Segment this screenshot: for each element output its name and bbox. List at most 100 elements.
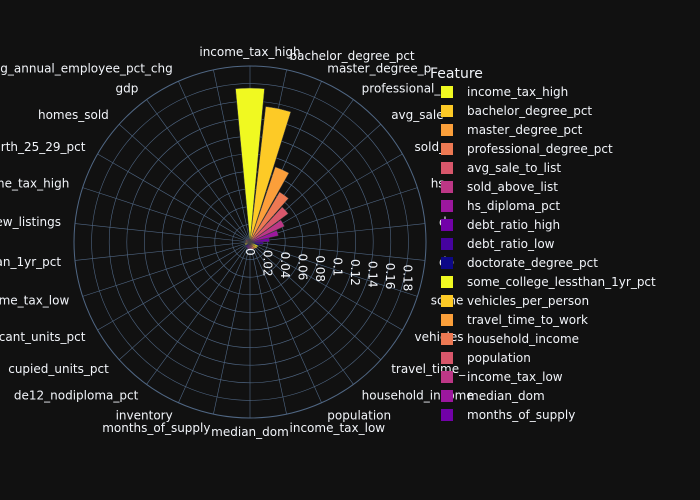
angular-label: 62_avg_annual_employee_pct_chg bbox=[0, 61, 173, 75]
bar-2762_avg_annual_employee_pct_chg[interactable] bbox=[248, 238, 251, 243]
legend-item-debt_ratio_high[interactable]: debt_ratio_high bbox=[441, 218, 560, 232]
legend-item-hs_diploma_pct[interactable]: hs_diploma_pct bbox=[441, 199, 560, 213]
legend-label: master_degree_pct bbox=[467, 123, 583, 137]
angular-label: de12_nodiploma_pct bbox=[14, 389, 139, 403]
legend-label: avg_sale_to_list bbox=[467, 161, 561, 175]
angular-label: master_degree_p bbox=[327, 61, 431, 75]
bar-debt_ratio_high[interactable] bbox=[249, 237, 270, 243]
angular-label: new_listings bbox=[0, 215, 61, 229]
bar-occupied_units_pct[interactable] bbox=[244, 241, 251, 245]
legend-swatch bbox=[441, 295, 453, 307]
legend-label: median_dom bbox=[467, 389, 545, 403]
legend-item-sold_above_list[interactable]: sold_above_list bbox=[441, 180, 558, 194]
angular-label: ncome_tax_high bbox=[0, 176, 69, 190]
legend-swatch bbox=[441, 124, 453, 136]
angular-label: cant_units_pct bbox=[0, 330, 86, 344]
legend-label: sold_above_list bbox=[467, 180, 558, 194]
bar-income_tax_high[interactable] bbox=[235, 87, 265, 243]
angular-gridline bbox=[119, 241, 251, 360]
angular-gridline bbox=[74, 241, 251, 261]
angular-gridline bbox=[249, 241, 426, 261]
legend-label: income_tax_high bbox=[467, 85, 568, 99]
radial-tick-label: 0.14 bbox=[366, 261, 380, 288]
angular-gridline bbox=[213, 69, 251, 243]
radial-axis: 0 0.02 0.04 0.06 0.08 0.1 0.12 0.14 0.16 0.18 bbox=[243, 248, 415, 291]
angular-label: professional_ bbox=[362, 81, 442, 95]
bar-master_degree_pct[interactable] bbox=[249, 166, 290, 243]
legend-label: debt_ratio_low bbox=[467, 237, 555, 251]
legend-item-some_college_lessthan_1yr_pct[interactable]: some_college_lessthan_1yr_pct bbox=[441, 275, 656, 289]
legend-swatch bbox=[441, 162, 453, 174]
bar-household_income[interactable] bbox=[249, 241, 255, 250]
legend-item-bachelor_degree_pct[interactable]: bachelor_degree_pct bbox=[441, 104, 592, 118]
legend[interactable]: Feature income_tax_high bachelor_degree_p… bbox=[430, 66, 656, 422]
angular-gridline bbox=[249, 241, 418, 297]
legend-label: hs_diploma_pct bbox=[467, 199, 560, 213]
legend-label: debt_ratio_high bbox=[467, 218, 560, 232]
angular-label: sold_ bbox=[415, 140, 447, 154]
legend-title: Feature bbox=[430, 66, 483, 82]
legend-item-doctorate_degree_pct[interactable]: doctorate_degree_pct bbox=[441, 256, 598, 270]
bar-vehicles_per_person[interactable] bbox=[249, 241, 258, 249]
legend-label: some_college_lessthan_1yr_pct bbox=[467, 275, 656, 289]
legend-swatch bbox=[441, 181, 453, 193]
radial-tick-label: 0.1 bbox=[331, 257, 345, 276]
radial-tick-label: 0.16 bbox=[383, 263, 397, 290]
legend-item-household_income[interactable]: household_income bbox=[441, 332, 579, 346]
legend-swatch bbox=[441, 105, 453, 117]
legend-item-income_tax_high[interactable]: income_tax_high bbox=[441, 85, 568, 99]
angular-label: gdp bbox=[115, 81, 138, 95]
angular-label: income_tax_high bbox=[199, 45, 300, 59]
angular-label: cupied_units_pct bbox=[8, 362, 109, 376]
angular-label: avg_sale bbox=[391, 108, 443, 122]
legend-label: months_of_supply bbox=[467, 408, 575, 422]
legend-item-months_of_supply[interactable]: months_of_supply bbox=[441, 408, 575, 422]
angular-gridline bbox=[97, 241, 251, 331]
legend-item-avg_sale_to_list[interactable]: avg_sale_to_list bbox=[441, 161, 561, 175]
legend-swatch bbox=[441, 371, 453, 383]
angular-gridline bbox=[74, 223, 251, 243]
legend-swatch bbox=[441, 86, 453, 98]
angular-label: than_1yr_pct bbox=[0, 255, 61, 269]
angular-gridline bbox=[249, 241, 287, 415]
angular-label: population bbox=[327, 409, 391, 423]
legend-item-debt_ratio_low[interactable]: debt_ratio_low bbox=[441, 237, 555, 251]
legend-item-income_tax_low[interactable]: income_tax_low bbox=[441, 370, 563, 384]
legend-item-professional_degree_pct[interactable]: professional_degree_pct bbox=[441, 142, 613, 156]
legend-label: bachelor_degree_pct bbox=[467, 104, 592, 118]
legend-item-master_degree_pct[interactable]: master_degree_pct bbox=[441, 123, 583, 137]
angular-label: bachelor_degree_pct bbox=[290, 49, 415, 63]
radial-tick-label: 0.06 bbox=[296, 254, 310, 281]
radial-tick-label: 0.04 bbox=[278, 252, 292, 279]
angular-gridline bbox=[249, 241, 322, 403]
bar-avg_sale_to_list[interactable] bbox=[249, 206, 289, 243]
bar-professional_degree_pct[interactable] bbox=[249, 191, 289, 243]
angular-gridline bbox=[249, 241, 403, 331]
legend-label: travel_time_to_work bbox=[467, 313, 588, 327]
angular-label: months_of_supply bbox=[102, 421, 210, 435]
radial-tick-label: 0 bbox=[243, 248, 257, 256]
radial-tick-label: 0.02 bbox=[261, 250, 275, 277]
angular-gridline bbox=[249, 241, 381, 360]
legend-item-median_dom[interactable]: median_dom bbox=[441, 389, 545, 403]
legend-label: income_tax_low bbox=[467, 370, 563, 384]
legend-swatch bbox=[441, 219, 453, 231]
legend-item-population[interactable]: population bbox=[441, 351, 531, 365]
angular-label: ome_tax_low bbox=[0, 294, 69, 308]
angular-gridline bbox=[82, 187, 251, 243]
angular-gridline bbox=[119, 124, 251, 243]
legend-item-vehicles_per_person[interactable]: vehicles_per_person bbox=[441, 294, 589, 308]
bar-sold_above_list[interactable] bbox=[249, 219, 285, 243]
legend-item-travel_time_to_work[interactable]: travel_time_to_work bbox=[441, 313, 588, 327]
angular-label: inventory bbox=[116, 409, 173, 423]
legend-swatch bbox=[441, 390, 453, 402]
bar-hs_diploma_pct[interactable] bbox=[249, 230, 279, 243]
angular-label: median_dom bbox=[211, 425, 289, 439]
angular-gridline bbox=[249, 223, 426, 243]
legend-label: vehicles_per_person bbox=[467, 294, 589, 308]
legend-label: professional_degree_pct bbox=[467, 142, 613, 156]
angular-gridline bbox=[249, 187, 418, 243]
angular-label: travel_time_ bbox=[391, 362, 466, 376]
bar-bachelor_degree_pct[interactable] bbox=[249, 106, 292, 243]
legend-swatch bbox=[441, 409, 453, 421]
